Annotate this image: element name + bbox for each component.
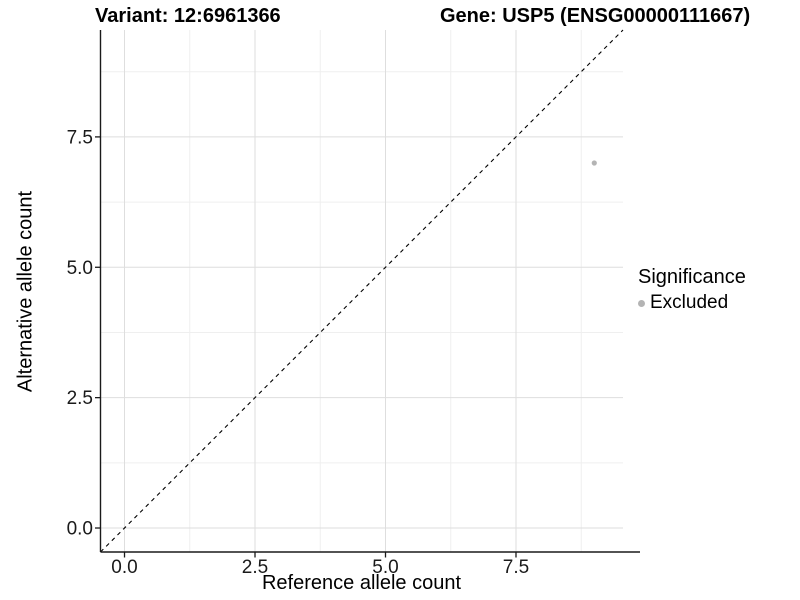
legend-item-label: Excluded [650,292,729,313]
y-tick-label: 2.5 [67,388,93,409]
y-tick-label: 0.0 [67,519,93,540]
x-tick-label: 2.5 [242,557,268,578]
y-axis-title: Alternative allele count [14,190,37,393]
identity-dashed-line [100,29,624,553]
legend: Significance Excluded [638,266,746,314]
y-tick-label: 5.0 [67,258,93,279]
x-tick-label: 0.0 [111,557,137,578]
y-tick-label: 7.5 [67,127,93,148]
x-tick-label: 7.5 [503,557,529,578]
plot-title-variant: Variant: 12:6961366 [95,5,281,27]
x-axis-title: Reference allele count [261,572,461,594]
legend-key-dot [638,299,645,307]
plot-title-gene: Gene: USP5 (ENSG00000111667) [440,5,751,27]
legend-title: Significance [638,266,746,288]
legend-item-excluded: Excluded [638,292,746,314]
data-point [591,160,597,166]
x-tick-label: 5.0 [372,557,398,578]
